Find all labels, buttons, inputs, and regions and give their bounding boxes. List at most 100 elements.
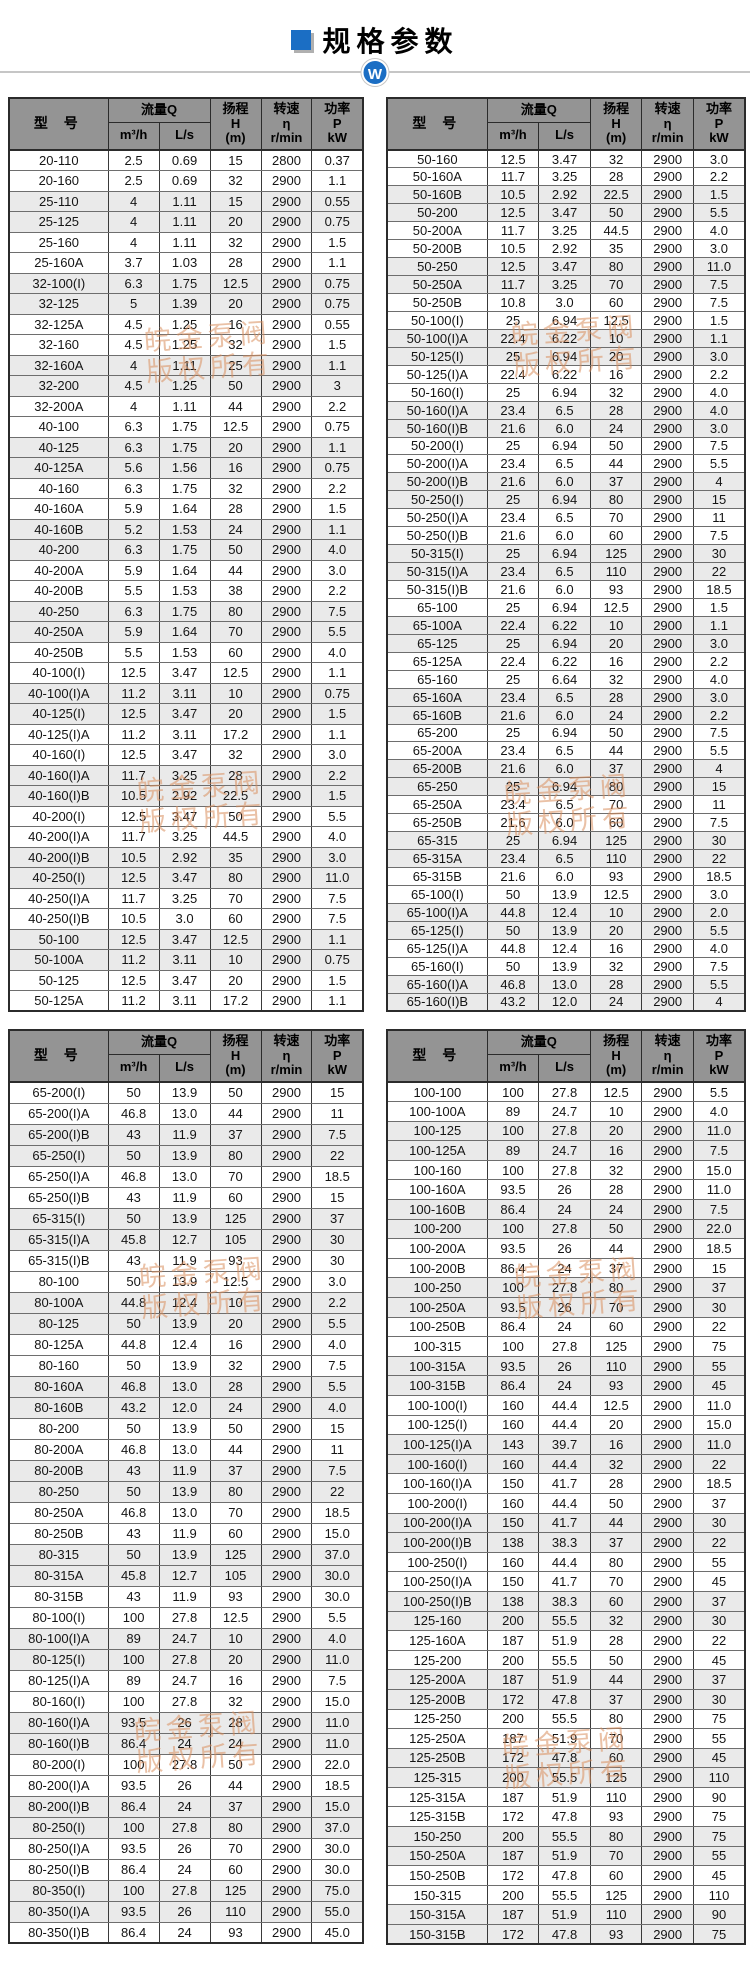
value-cell: 30.0 (311, 1564, 364, 1587)
value-cell: 16 (209, 1333, 262, 1356)
value-cell: 1.03 (158, 252, 211, 274)
value-cell: 18.5 (311, 1501, 364, 1524)
value-cell: 93.5 (486, 1297, 540, 1318)
model-cell: 80-200A (8, 1438, 109, 1461)
value-cell: 172 (486, 1688, 540, 1710)
value-cell: 32 (589, 382, 643, 402)
model-cell: 50-200 (386, 203, 488, 223)
value-cell: 50 (209, 1417, 262, 1440)
table-row: 100-100A 89 24.7 10 2900 4.0 (386, 1101, 746, 1122)
value-cell: 13.9 (158, 1081, 211, 1104)
value-cell: 22 (692, 1630, 746, 1651)
value-cell: 5.5 (692, 454, 746, 474)
value-cell: 4.0 (692, 669, 746, 689)
model-cell: 65-250(I)B (8, 1186, 109, 1209)
value-cell: 44.5 (589, 221, 643, 241)
model-cell: 40-160 (8, 477, 109, 499)
model-cell: 32-160A (8, 354, 109, 376)
value-cell: 43 (107, 1585, 160, 1608)
value-cell: 7.5 (692, 275, 746, 294)
value-cell: 89 (486, 1140, 540, 1161)
value-cell: 2900 (641, 203, 694, 223)
table-row: 80-160A 46.8 13.0 28 2900 5.5 (8, 1375, 364, 1398)
model-cell: 50-125(I)A (386, 364, 488, 384)
model-cell: 50-125 (8, 969, 109, 991)
model-cell: 65-100(I)A (386, 902, 488, 922)
table-row: 125-200B 172 47.8 37 2900 30 (386, 1688, 746, 1710)
table-row: 80-200A 46.8 13.0 44 2900 11 (8, 1438, 364, 1461)
value-cell: 2900 (260, 1417, 313, 1440)
model-cell: 40-125(I)A (8, 723, 109, 745)
table-row: 150-250B 172 47.8 60 2900 45 (386, 1865, 746, 1886)
table-row: 40-250B 5.5 1.53 60 2900 4.0 (8, 641, 364, 663)
table-row: 65-315(I) 50 13.9 125 2900 37 (8, 1207, 364, 1230)
value-cell: 6.64 (538, 669, 591, 689)
value-cell: 15 (692, 777, 746, 797)
value-cell: 13.9 (158, 1144, 211, 1167)
value-cell: 11.0 (311, 867, 364, 889)
value-cell: 1.1 (692, 328, 746, 348)
value-cell: 6.5 (538, 562, 591, 581)
value-cell: 60 (209, 1858, 262, 1881)
model-cell: 100-160A (386, 1179, 488, 1201)
value-cell: 24 (158, 1732, 211, 1755)
value-cell: 46.8 (107, 1165, 160, 1188)
value-cell: 2900 (260, 1270, 313, 1293)
value-cell: 3.0 (311, 559, 364, 581)
value-cell: 27.8 (158, 1606, 211, 1629)
value-cell: 2900 (260, 641, 313, 663)
model-cell: 100-100 (386, 1081, 488, 1103)
value-cell: 12.5 (589, 1395, 643, 1416)
model-cell: 65-200(I) (8, 1081, 109, 1104)
model-cell: 80-100A (8, 1291, 109, 1314)
model-cell: 50-200B (386, 239, 488, 259)
table-row: 80-250(I)B 86.4 24 60 2900 30.0 (8, 1858, 364, 1881)
value-cell: 20 (589, 633, 643, 653)
table-row: 80-160B 43.2 12.0 24 2900 4.0 (8, 1396, 364, 1419)
value-cell: 44 (209, 395, 262, 417)
value-cell: 11.0 (692, 1120, 746, 1142)
value-cell: 3.7 (107, 252, 160, 274)
spec-table-bottom-right: 型 号流量Q 扬程 H (m) 转速 η r/min 功率 P kW m³/h L/s 10… (386, 1029, 746, 1946)
value-cell: 6.3 (107, 272, 160, 294)
model-cell: 100-200A (386, 1238, 488, 1259)
value-cell: 2900 (260, 1165, 313, 1188)
value-cell: 2.2 (311, 395, 364, 417)
value-cell: 6.22 (538, 615, 591, 635)
value-cell: 5.5 (311, 805, 364, 827)
value-cell: 1.75 (158, 477, 211, 499)
model-cell: 150-250A (386, 1845, 488, 1867)
table-row: 40-250(I) 12.5 3.47 80 2900 11.0 (8, 867, 364, 889)
table-row: 20-160 2.5 0.69 32 2900 1.1 (8, 170, 364, 192)
value-cell: 6.5 (538, 687, 591, 707)
table-row: 100-250(I)B 138 38.3 60 2900 37 (386, 1590, 746, 1612)
spec-table-bottom-left: 型 号流量Q 扬程 H (m) 转速 η r/min 功率 P kW m³/h L/s 65… (8, 1029, 364, 1945)
value-cell: 160 (486, 1492, 540, 1514)
value-cell: 80 (589, 257, 643, 277)
table-row: 100-125(I) 160 44.4 20 2900 15.0 (386, 1414, 746, 1436)
table-row: 50-160B 10.5 2.92 22.5 2900 1.5 (386, 185, 746, 205)
model-cell: 50-315(I)B (386, 580, 488, 599)
table-row: 40-200(I)B 10.5 2.92 35 2900 3.0 (8, 846, 364, 868)
value-cell: 30.0 (311, 1858, 364, 1881)
value-cell: 1.64 (158, 559, 211, 581)
value-cell: 3.47 (538, 149, 591, 169)
value-cell: 11.9 (158, 1585, 211, 1608)
table-row: 100-250(I) 160 44.4 80 2900 55 (386, 1551, 746, 1573)
value-cell: 1.5 (311, 498, 364, 520)
value-cell: 1.11 (158, 354, 211, 376)
value-cell: 27.8 (158, 1753, 211, 1776)
value-cell: 46.8 (107, 1438, 160, 1461)
model-cell: 100-315A (386, 1355, 488, 1377)
value-cell: 2900 (641, 239, 694, 259)
value-cell: 4.0 (311, 1396, 364, 1419)
spec-table-top-left: 型 号流量Q 扬程 H (m) 转速 η r/min 功率 P kW m³/h L/s 20… (8, 97, 364, 1012)
value-cell: 26 (538, 1297, 591, 1318)
table-row: 65-315B 21.6 6.0 93 2900 18.5 (386, 867, 746, 886)
value-cell: 46.8 (107, 1501, 160, 1524)
value-cell: 45 (692, 1747, 746, 1769)
table-row: 50-160(I) 25 6.94 32 2900 4.0 (386, 382, 746, 402)
model-cell: 100-160(I)A (386, 1473, 488, 1494)
value-cell: 2900 (260, 1459, 313, 1482)
value-cell: 125 (589, 544, 643, 564)
